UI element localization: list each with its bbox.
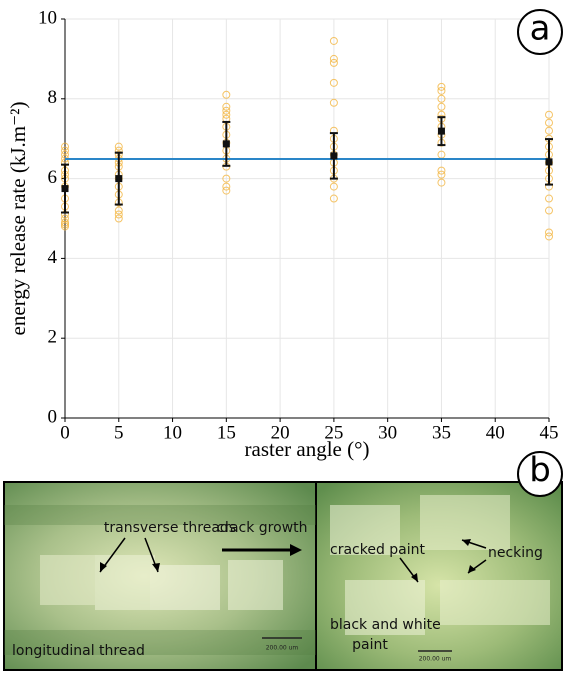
data-point <box>114 142 123 151</box>
data-point <box>114 206 123 215</box>
data-point <box>437 178 446 187</box>
annotation: transverse threads <box>104 520 236 536</box>
data-point <box>222 110 231 119</box>
annotation: longitudinal thread <box>12 643 145 659</box>
data-point <box>437 82 446 91</box>
panel-badge <box>517 9 563 55</box>
data-point <box>437 166 446 175</box>
y-tick-label: 8 <box>48 87 58 108</box>
y-tick-label: 6 <box>48 167 58 188</box>
annotation: paint <box>352 637 388 653</box>
data-point <box>545 118 553 127</box>
y-tick-label: 0 <box>48 406 58 427</box>
x-axis-label: raster angle (°) <box>245 437 370 461</box>
data-point <box>222 106 231 115</box>
annotation: black and white <box>330 617 441 633</box>
chart-a: 0 2 4 6 8 10 0 5 10 15 20 25 30 35 40 45 raster angle (°… <box>6 7 559 460</box>
data-point <box>329 54 338 63</box>
annotation: crack growth <box>217 520 308 536</box>
data-point <box>329 58 338 67</box>
mean-marker <box>437 127 445 135</box>
data-point <box>114 210 123 219</box>
data-point <box>545 206 553 215</box>
panel-label: a <box>530 9 551 49</box>
data-point <box>222 102 231 111</box>
data-point <box>61 142 69 151</box>
x-tick-label: 5 <box>114 422 124 443</box>
scale-text: 200.00 um <box>266 645 299 652</box>
data-point <box>329 194 338 203</box>
data-point <box>222 182 231 191</box>
mean-marker <box>330 152 338 160</box>
data-point <box>114 214 123 223</box>
data-point <box>545 110 553 119</box>
x-tick-label: 0 <box>60 422 70 443</box>
y-tick-label: 2 <box>48 327 58 348</box>
data-point <box>437 170 446 179</box>
data-point <box>545 228 553 237</box>
data-point <box>545 126 553 135</box>
arrow-heads <box>100 539 476 582</box>
data-point <box>222 90 231 99</box>
data-point <box>437 86 446 95</box>
data-point <box>329 182 338 191</box>
x-tick-label: 40 <box>486 422 505 443</box>
x-tick-label: 20 <box>271 422 290 443</box>
data-point <box>329 78 338 87</box>
scale-text: 200.00 um <box>419 656 452 663</box>
x-tick-label: 25 <box>324 422 343 443</box>
mean-marker <box>61 185 69 193</box>
data-point <box>61 214 69 223</box>
annotation: necking <box>488 545 543 561</box>
x-tick-label: 45 <box>540 422 559 443</box>
x-tick-label: 10 <box>163 422 182 443</box>
data-point <box>545 232 553 241</box>
data-point <box>61 146 69 155</box>
annotation: cracked paint <box>330 542 426 558</box>
x-tick-label: 30 <box>378 422 397 443</box>
data-point <box>329 36 338 45</box>
panel-label: b <box>529 451 551 491</box>
data-point <box>61 218 69 227</box>
panel-badge <box>517 451 563 497</box>
data-point <box>545 194 553 203</box>
y-axis-label: energy release rate (kJ.m⁻²) <box>6 102 30 336</box>
y-tick-label: 10 <box>38 7 57 28</box>
mean-marker <box>115 175 123 183</box>
x-tick-label: 15 <box>217 422 236 443</box>
y-tick-label: 4 <box>48 247 58 268</box>
data-point <box>437 102 446 111</box>
data-point <box>329 98 338 107</box>
data-point <box>61 222 69 231</box>
x-tick-label: 35 <box>432 422 451 443</box>
data-point <box>61 220 69 229</box>
mean-marker <box>222 140 230 148</box>
data-point <box>437 94 446 103</box>
data-point <box>222 174 231 183</box>
data-point <box>222 186 231 195</box>
photo-texture <box>4 495 550 655</box>
mean-marker <box>545 158 553 166</box>
